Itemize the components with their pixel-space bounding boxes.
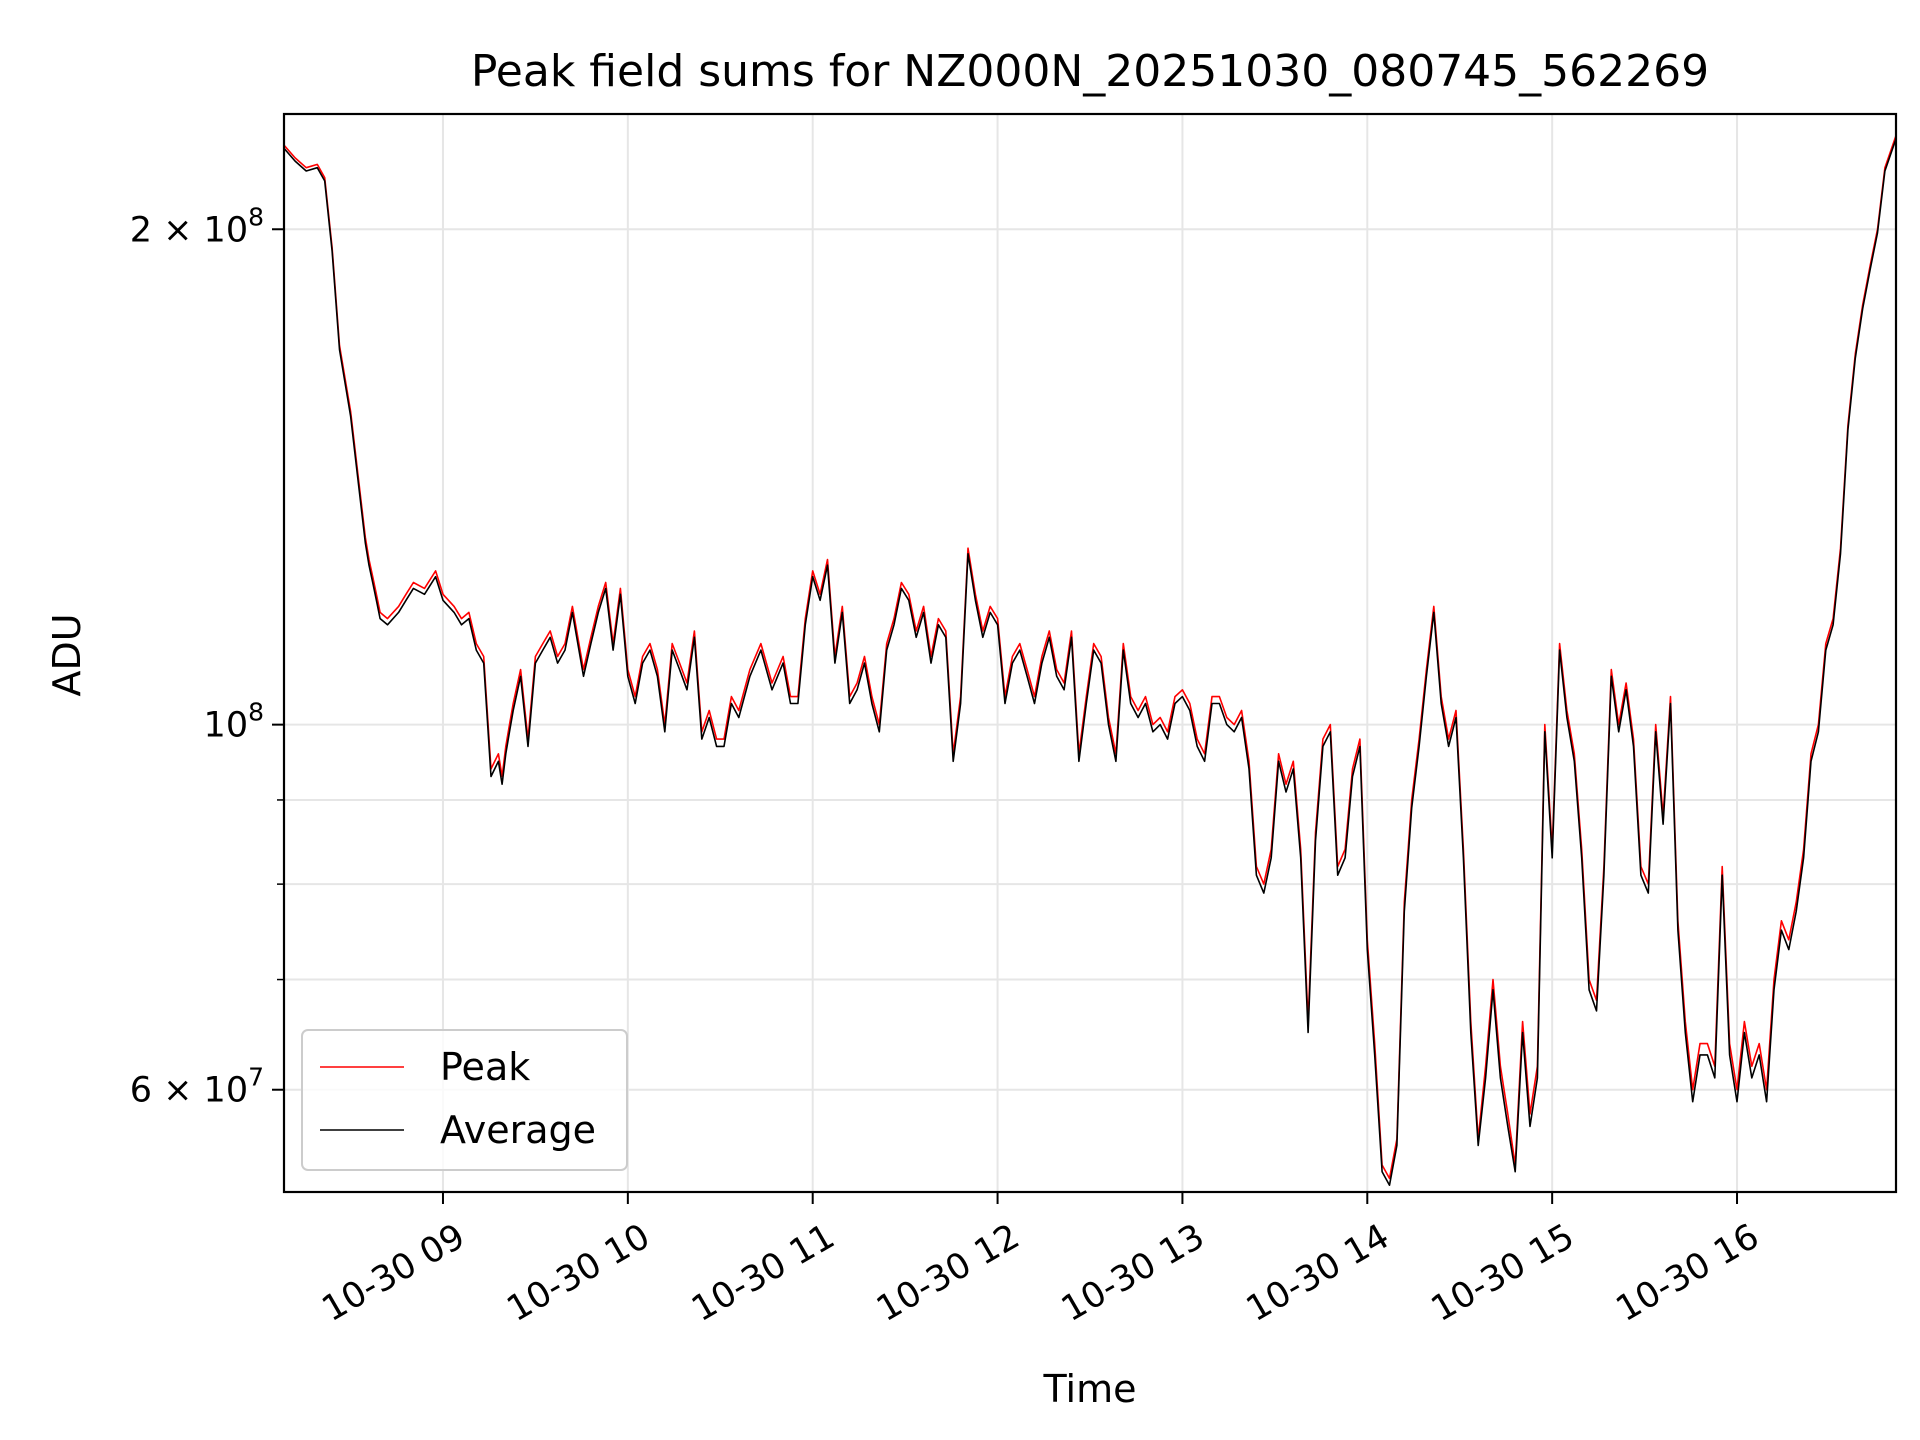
- legend: Peak Average: [301, 1029, 628, 1171]
- y-tick-label: 108: [204, 698, 264, 746]
- legend-label-average: Average: [440, 1108, 596, 1152]
- y-tick-label: 2 × 108: [130, 202, 264, 250]
- legend-label-peak: Peak: [440, 1045, 530, 1089]
- series-line-average: [284, 138, 1896, 1186]
- plot-frame: [282, 112, 1898, 1194]
- x-axis-label: Time: [1043, 1367, 1137, 1411]
- y-axis-label: ADU: [45, 613, 89, 696]
- y-tick-label: 6 × 107: [130, 1063, 264, 1111]
- chart-title: Peak field sums for NZ000N_20251030_0807…: [471, 46, 1709, 97]
- y-axis: 6 × 107 108 2 × 108: [130, 202, 284, 1111]
- legend-box: [301, 1029, 628, 1171]
- series-line-peak: [284, 135, 1896, 1180]
- series-lines: [284, 135, 1896, 1186]
